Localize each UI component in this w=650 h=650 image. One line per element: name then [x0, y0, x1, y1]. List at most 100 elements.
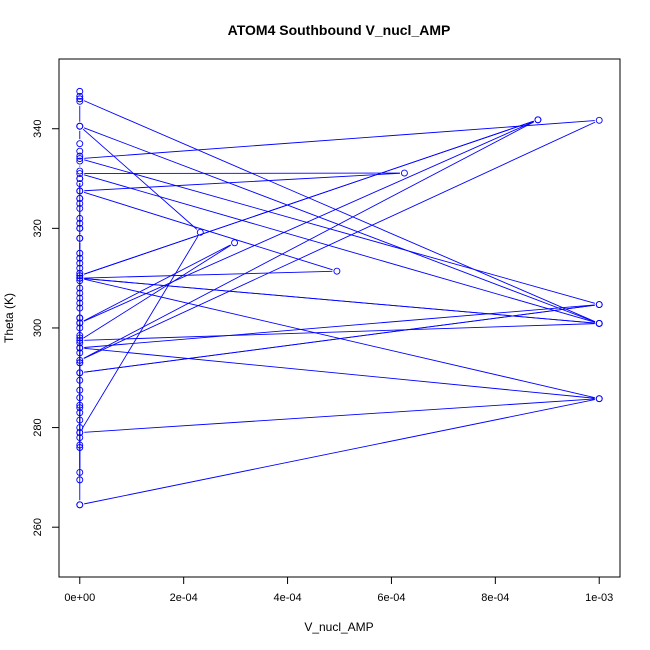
data-point — [76, 324, 84, 332]
data-point — [76, 299, 84, 307]
data-point — [76, 152, 84, 160]
data-point — [76, 359, 84, 367]
data-point — [76, 157, 84, 165]
x-tick-label: 0e+00 — [64, 592, 95, 604]
data-point — [76, 339, 84, 347]
data-point — [76, 468, 84, 476]
data-point — [595, 320, 603, 327]
data-point — [76, 92, 84, 100]
data-point — [76, 272, 84, 280]
series-line-segment — [84, 172, 400, 192]
series-line-segment — [83, 244, 232, 339]
data-point — [76, 386, 84, 394]
x-tick-label: 1e-03 — [585, 592, 613, 604]
series-line-segment — [83, 100, 596, 323]
series-line-segment — [83, 191, 333, 271]
data-point — [76, 187, 84, 195]
data-point — [76, 304, 84, 312]
data-point — [76, 369, 84, 377]
series-line-segment — [84, 270, 333, 279]
series-line-segment — [83, 127, 596, 323]
data-point — [76, 376, 84, 384]
data-point — [76, 401, 84, 409]
data-point — [76, 87, 84, 95]
data-point — [76, 95, 84, 103]
data-point — [76, 167, 84, 175]
data-point — [76, 289, 84, 297]
series-line-segment — [84, 398, 595, 433]
y-tick-label: 300 — [32, 319, 44, 337]
data-point — [76, 140, 84, 148]
data-point — [76, 349, 84, 357]
series-line-segment — [83, 174, 596, 323]
data-point — [76, 199, 84, 207]
data-point — [76, 319, 84, 327]
data-point — [76, 234, 84, 242]
data-point — [76, 175, 84, 182]
data-point — [76, 195, 84, 202]
x-tick-label: 8e-04 — [481, 592, 509, 604]
data-point — [76, 264, 84, 272]
data-point — [76, 269, 84, 277]
data-point — [76, 155, 84, 163]
data-point — [76, 284, 84, 292]
y-tick-label: 280 — [32, 418, 44, 436]
series-line-segment — [84, 278, 595, 399]
data-point — [76, 476, 84, 484]
chart-title: ATOM4 Southbound V_nucl_AMP — [228, 22, 451, 38]
series-line-segment — [84, 347, 595, 399]
series-layer — [76, 87, 603, 509]
data-point — [76, 277, 84, 285]
series-line-segment — [83, 121, 535, 359]
series-line-segment — [83, 159, 596, 304]
series-line-segment — [83, 121, 534, 322]
data-point — [595, 301, 603, 309]
series-line-segment — [84, 323, 595, 341]
y-tick-label: 260 — [32, 518, 44, 536]
data-point — [196, 228, 204, 236]
data-point — [76, 429, 84, 437]
data-point — [76, 334, 84, 342]
series-line-segment — [84, 399, 595, 505]
x-axis-label: V_nucl_AMP — [304, 620, 373, 634]
data-point — [76, 501, 84, 509]
data-point — [76, 356, 84, 364]
series-line-segment — [83, 244, 231, 322]
series-line-segment — [84, 120, 595, 159]
data-point — [76, 331, 84, 339]
data-point — [76, 434, 84, 441]
y-axis-label: Theta (K) — [2, 293, 16, 343]
data-point — [595, 395, 603, 403]
data-point — [76, 254, 84, 262]
data-point — [76, 147, 84, 155]
x-tick-label: 6e-04 — [377, 592, 405, 604]
data-point — [231, 239, 239, 247]
data-point — [333, 267, 341, 275]
data-point — [76, 336, 84, 344]
data-point — [76, 409, 84, 417]
data-point — [76, 394, 84, 402]
data-point — [76, 444, 84, 451]
data-point — [76, 344, 84, 352]
data-point — [76, 259, 84, 267]
x-axis: 0e+00 2e-04 4e-04 6e-04 8e-04 1e-03 — [64, 577, 613, 604]
series-line-segment — [84, 278, 595, 324]
data-point — [76, 249, 84, 257]
data-point — [76, 219, 84, 227]
y-tick-label: 320 — [32, 219, 44, 237]
x-tick-label: 2e-04 — [170, 592, 198, 604]
plot-frame — [58, 58, 621, 578]
data-point — [76, 180, 84, 187]
data-point — [76, 97, 84, 105]
series-line-segment — [84, 304, 595, 348]
data-point — [534, 116, 542, 124]
data-point — [595, 116, 603, 124]
data-point — [76, 424, 84, 432]
x-tick-label: 4e-04 — [273, 592, 301, 604]
y-tick-label: 340 — [32, 120, 44, 138]
data-point — [76, 441, 84, 449]
series-line-segment — [83, 121, 596, 359]
data-point — [76, 170, 84, 178]
data-point — [76, 122, 84, 130]
